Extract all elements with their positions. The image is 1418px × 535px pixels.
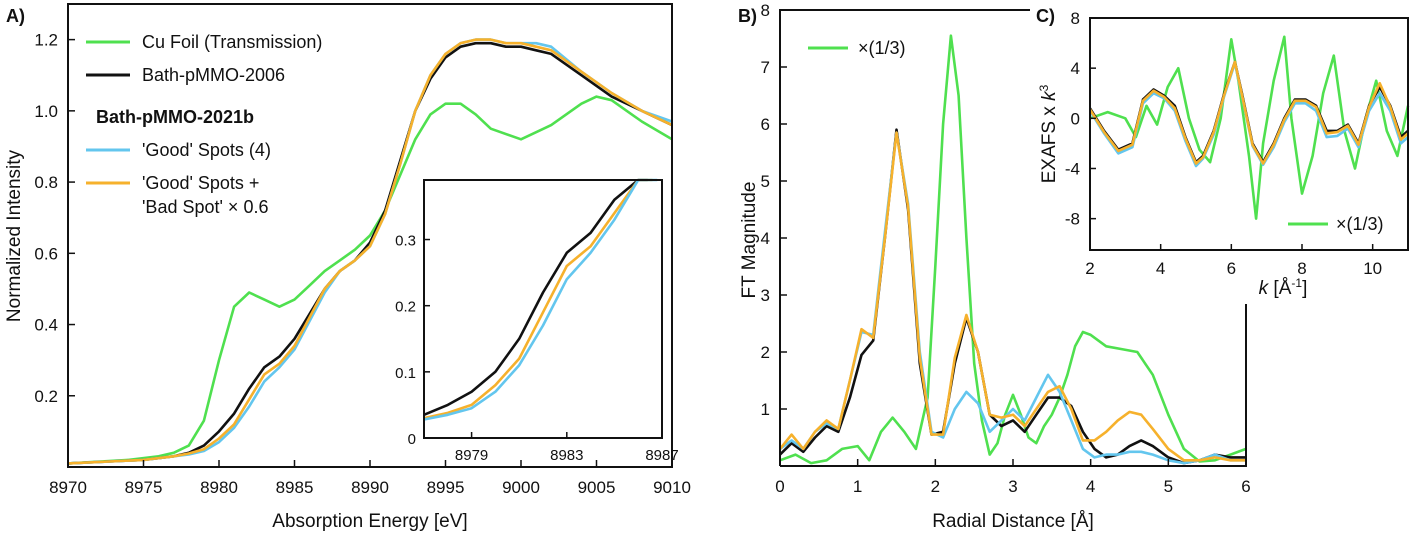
panel-c-letter-front: C) [1036,6,1055,26]
panel-a: A) 8970 8975 8980 8985 8990 8995 9000 9005 9010 0… [4,3,691,532]
inset-xtick-label-8987: 8987 [645,447,678,464]
inset-frame [423,179,663,439]
panel-a-xtick-label-8970: 8970 [49,478,87,497]
panel-b-series-black [779,128,1246,465]
panel-b-xtick-label-5: 5 [1164,477,1173,496]
panel-c-ylabel-main: EXAFS x [1039,101,1060,183]
panel-b-series-orange [778,131,1246,462]
legend-label-cu-foil: Cu Foil (Transmission) [142,32,322,52]
panel-a-xlabel: Absorption Energy [eV] [272,511,467,532]
panel-c-ytick-label-8: -8 [1065,210,1080,229]
panel-a-ytick-label-0-6: 0.6 [34,244,58,263]
panel-c-xtick-label-4: 4 [1156,259,1165,278]
panel-c-xtick-label-10: 10 [1363,259,1382,278]
panel-b-ytick-label-2: 2 [761,343,770,362]
inset-xtick-label-8983: 8983 [550,447,583,464]
legend-group-title: Bath-pMMO-2021b [96,107,254,127]
panel-b-xtick-label-0: 0 [775,477,784,496]
inset-series-good-spots-4 [423,178,658,421]
panel-a-ytick-label-0-2: 0.2 [34,387,58,406]
inset-xtick-label-8979: 8979 [455,447,488,464]
panel-a-ytick-label-0-4: 0.4 [34,316,58,335]
panel-c-ylabel-k: k [1039,90,1060,101]
inset-series-good-spots-bad-spot-0-6 [423,178,653,420]
panel-c-series-orange [1088,60,1409,165]
legend-label-c-green: ×(1/3) [1336,214,1384,234]
panel-b-ylabel: FT Magnitude [739,182,760,299]
panel-b-xtick-label-6: 6 [1241,477,1250,496]
panel-b-series-1-3 [779,34,1247,465]
inset-ytick-label-0-3: 0.3 [395,233,416,250]
panel-c-background [1036,4,1418,302]
panel-a-ytick-label-0-8: 0.8 [34,173,58,192]
panel-a-xtick-label-8975: 8975 [125,478,163,497]
legend-label-good-spots: 'Good' Spots (4) [142,140,271,160]
panel-a-xtick-label-8990: 8990 [351,478,389,497]
panel-b: B) 0 1 2 3 4 5 6 1 2 3 4 5 6 7 8 Radial Distance [Å] F… [738,1,1251,532]
panel-c-xtick-label-2: 2 [1085,259,1094,278]
panel-a-ytick-label-1-0: 1.0 [34,102,58,121]
panel-b-ytick-label-8: 8 [761,1,770,20]
panel-b-ytick-label-6: 6 [761,115,770,134]
panel-b-xtick-label-1: 1 [853,477,862,496]
panel-a-series-cu-foil-transmission [67,95,673,465]
panel-b-xlabel: Radial Distance [Å] [932,511,1094,532]
inset-ytick-label-0-1: 0.1 [395,365,416,382]
panel-c-xlabel-sup: -1 [1291,276,1302,290]
panel-c-xtick-label-8: 8 [1297,259,1306,278]
panel-c-xlabel-end: ] [1302,278,1307,299]
panel-c-ytick-label-4: 4 [1071,59,1080,78]
panel-b-ytick-label-5: 5 [761,172,770,191]
panel-a-inset: 8979 8983 8987 0 0.1 0.2 0.3 [395,178,679,464]
panel-a-ytick-label-1-2: 1.2 [34,31,58,50]
panel-b-xtick-label-4: 4 [1086,477,1095,496]
inset-ytick-label-0-2: 0.2 [395,299,416,316]
panel-b-legend: ×(1/3) [808,38,906,58]
panel-b-letter: B) [738,6,757,26]
panel-a-xtick-label-8980: 8980 [200,478,238,497]
panel-c-xtick-label-6: 6 [1227,259,1236,278]
panel-a-ylabel: Normalized Intensity [4,149,25,322]
panel-a-xtick-label-9005: 9005 [578,478,616,497]
panel-c-ylabel-sup: 3 [1037,84,1051,91]
panel-b-xtick-label-3: 3 [1008,477,1017,496]
panel-c-legend: ×(1/3) [1288,214,1384,234]
panel-c-ytick-label-0: 0 [1071,109,1080,128]
legend-label-bath-2006: Bath-pMMO-2006 [142,65,285,85]
panel-a-xtick-label-8985: 8985 [276,478,314,497]
panel-c-ytick-label-4: -4 [1065,159,1080,178]
inset-series-bath-pmmo-2006 [423,178,648,417]
panel-a-xtick-label-8995: 8995 [427,478,465,497]
panel-c-frame [1089,17,1409,251]
panel-a-series-bath-pmmo-2006 [67,41,673,465]
panel-b-ytick-label-4: 4 [761,229,770,248]
panel-c-xlabel-k: k [1259,278,1270,299]
inset-ytick-label-0: 0 [408,431,416,448]
legend-label-good-bad-line1: 'Good' Spots + [142,173,259,193]
panel-a-series-good-spots-bad-spot-0-6 [67,38,673,465]
panel-b-xtick-label-2: 2 [931,477,940,496]
panel-c-ylabel: EXAFS x k3 [1037,84,1060,183]
panel-c-xlabel: k [Å-1] [1259,276,1308,299]
panel-b-ytick-label-3: 3 [761,286,770,305]
legend-label-b-green: ×(1/3) [858,38,906,58]
panel-a-xtick-label-9000: 9000 [502,478,540,497]
panel-a-letter: A) [6,6,25,26]
panel-a-legend: Cu Foil (Transmission) Bath-pMMO-2006 Ba… [86,32,322,217]
panel-b-ytick-label-7: 7 [761,58,770,77]
panel-c-ytick-label-8: 8 [1071,9,1080,28]
panel-c-series-1-3 [1089,35,1410,220]
panel-c-xlabel-unit: [Å [1268,278,1292,299]
legend-label-good-bad-line2: 'Bad Spot' × 0.6 [142,197,268,217]
panel-b-ytick-label-1: 1 [761,400,770,419]
panel-a-xtick-label-9010: 9010 [653,478,691,497]
